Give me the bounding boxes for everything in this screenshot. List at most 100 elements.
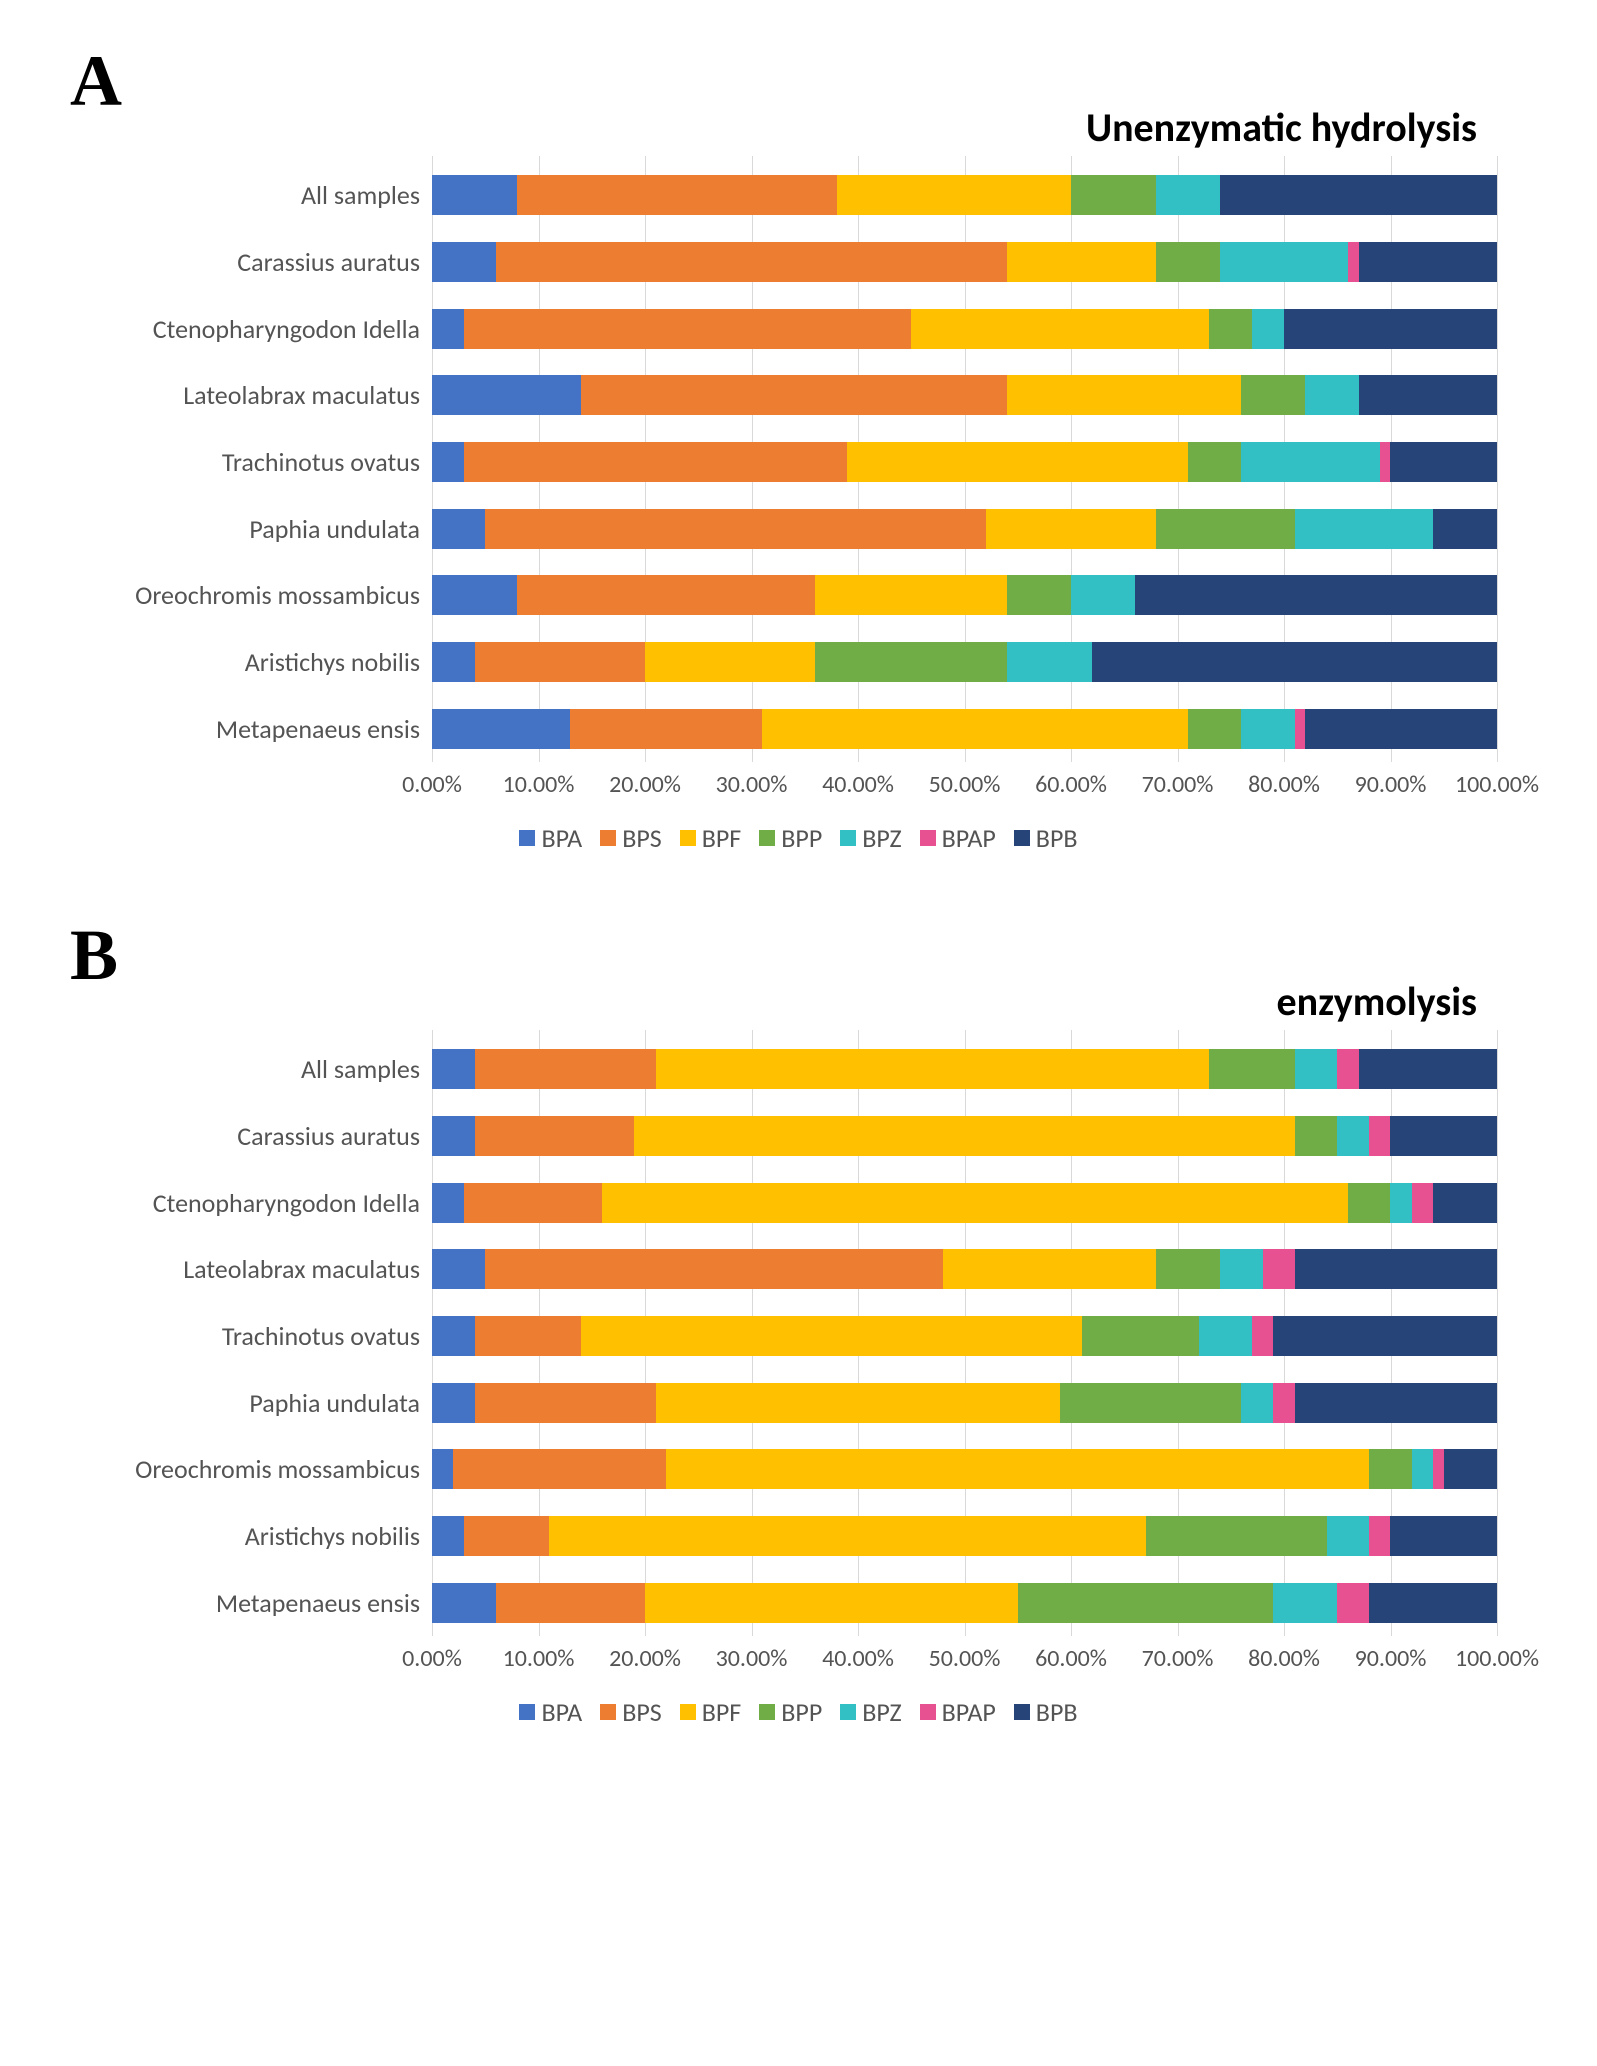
bar-segment-bpf — [1007, 242, 1156, 282]
bar-segment-bps — [496, 242, 1007, 282]
legend-swatch — [759, 1704, 775, 1720]
bar-segment-bpp — [1209, 309, 1252, 349]
y-tick-label: All samples — [60, 163, 420, 227]
bar-segment-bpf — [762, 709, 1188, 749]
y-axis-labels-a: All samplesCarassius auratusCtenopharyng… — [60, 162, 432, 762]
x-tick-label: 100.00% — [1455, 1644, 1539, 1673]
bar-segment-bpp — [1071, 175, 1156, 215]
bar-row — [432, 1316, 1497, 1356]
legend-item-bpa: BPA — [519, 1696, 582, 1728]
bar-segment-bps — [517, 175, 837, 215]
y-tick-label: Ctenopharyngodon Idella — [60, 1171, 420, 1235]
legend-label: BPZ — [862, 1696, 901, 1728]
legend-swatch — [600, 830, 616, 846]
bar-segment-bpz — [1220, 1249, 1263, 1289]
bar-segment-bpap — [1380, 442, 1391, 482]
bar-segment-bpa — [432, 375, 581, 415]
x-tick-label: 30.00% — [716, 1644, 788, 1673]
bar-segment-bpa — [432, 1249, 485, 1289]
legend-swatch — [1014, 1704, 1030, 1720]
x-tick-label: 70.00% — [1142, 1644, 1214, 1673]
bar-segment-bpa — [432, 1183, 464, 1223]
legend-label: BPZ — [862, 822, 901, 854]
bar-segment-bpp — [1018, 1583, 1274, 1623]
bar-segment-bpp — [1082, 1316, 1199, 1356]
bar-segment-bpf — [943, 1249, 1156, 1289]
bar-segment-bpp — [1156, 242, 1220, 282]
bar-row — [432, 1449, 1497, 1489]
bar-segment-bpp — [1348, 1183, 1391, 1223]
legend-swatch — [680, 1704, 696, 1720]
bar-segment-bps — [475, 1049, 656, 1089]
bar-segment-bpap — [1337, 1049, 1358, 1089]
bar-segment-bpz — [1273, 1583, 1337, 1623]
bar-segment-bpp — [1156, 509, 1294, 549]
bar-segment-bpa — [432, 1316, 475, 1356]
bar-segment-bpp — [815, 642, 1007, 682]
bar-segment-bps — [496, 1583, 645, 1623]
bar-segment-bpb — [1305, 709, 1497, 749]
x-tick-label: 10.00% — [503, 770, 575, 799]
bar-segment-bpf — [549, 1516, 1145, 1556]
y-tick-label: Oreochromis mossambicus — [60, 1437, 420, 1501]
y-tick-label: Carassius auratus — [60, 230, 420, 294]
bar-segment-bps — [475, 1116, 635, 1156]
bar-segment-bpp — [1188, 442, 1241, 482]
y-tick-label: All samples — [60, 1037, 420, 1101]
bar-segment-bpp — [1156, 1249, 1220, 1289]
gridline — [1497, 156, 1498, 762]
legend-label: BPS — [622, 822, 662, 854]
bar-segment-bpa — [432, 575, 517, 615]
bar-segment-bpf — [656, 1383, 1061, 1423]
bar-segment-bpz — [1241, 442, 1379, 482]
x-tick-label: 80.00% — [1248, 1644, 1320, 1673]
plot-region-b — [432, 1036, 1497, 1636]
gridline — [1497, 1030, 1498, 1636]
x-tick-label: 50.00% — [929, 770, 1001, 799]
bar-segment-bpz — [1295, 509, 1433, 549]
bar-segment-bpb — [1390, 442, 1497, 482]
bar-segment-bpb — [1433, 1183, 1497, 1223]
bar-segment-bpz — [1071, 575, 1135, 615]
x-tick-label: 70.00% — [1142, 770, 1214, 799]
bar-segment-bps — [485, 509, 986, 549]
bar-segment-bpp — [1241, 375, 1305, 415]
y-tick-label: Aristichys nobilis — [60, 1504, 420, 1568]
legend-swatch — [920, 830, 936, 846]
bar-segment-bpp — [1369, 1449, 1412, 1489]
bar-segment-bpf — [645, 1583, 1018, 1623]
bar-segment-bpb — [1092, 642, 1497, 682]
bar-segment-bpz — [1241, 1383, 1273, 1423]
bar-segment-bpap — [1348, 242, 1359, 282]
bar-segment-bpp — [1146, 1516, 1327, 1556]
bar-segment-bpb — [1359, 1049, 1497, 1089]
y-tick-label: Ctenopharyngodon Idella — [60, 297, 420, 361]
x-axis-a: 0.00%10.00%20.00%30.00%40.00%50.00%60.00… — [432, 762, 1497, 802]
legend-a: BPABPSBPFBPPBPZBPAPBPB — [60, 822, 1537, 854]
bar-segment-bpz — [1305, 375, 1358, 415]
bar-segment-bpa — [432, 642, 475, 682]
bar-segment-bps — [581, 375, 1007, 415]
legend-item-bps: BPS — [600, 1696, 662, 1728]
legend-label: BPF — [702, 1696, 742, 1728]
y-tick-label: Paphia undulata — [60, 497, 420, 561]
bars-b — [432, 1036, 1497, 1636]
legend-label: BPA — [541, 1696, 582, 1728]
bar-segment-bpa — [432, 309, 464, 349]
bar-segment-bpf — [602, 1183, 1348, 1223]
bar-segment-bpb — [1295, 1249, 1497, 1289]
bar-segment-bpp — [1060, 1383, 1241, 1423]
legend-item-bpa: BPA — [519, 822, 582, 854]
bar-row — [432, 175, 1497, 215]
bar-segment-bpz — [1241, 709, 1294, 749]
bar-segment-bpf — [581, 1316, 1082, 1356]
bar-segment-bpb — [1390, 1516, 1497, 1556]
x-tick-label: 90.00% — [1355, 770, 1427, 799]
bar-segment-bpap — [1412, 1183, 1433, 1223]
bar-segment-bpf — [666, 1449, 1369, 1489]
legend-item-bpap: BPAP — [920, 822, 996, 854]
x-tick-label: 90.00% — [1355, 1644, 1427, 1673]
bar-row — [432, 442, 1497, 482]
x-tick-label: 80.00% — [1248, 770, 1320, 799]
bar-segment-bps — [464, 1516, 549, 1556]
